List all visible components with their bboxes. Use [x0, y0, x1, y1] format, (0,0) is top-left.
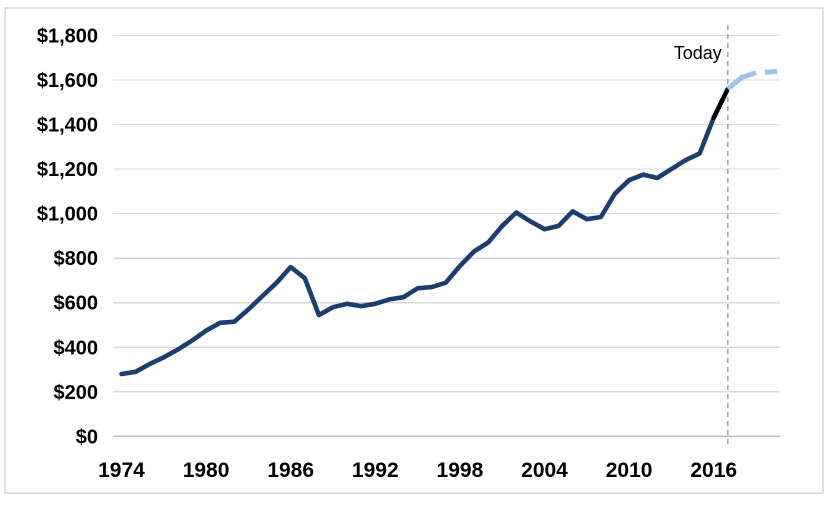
- x-tick-label: 2016: [690, 459, 737, 482]
- today-label: Today: [674, 43, 722, 63]
- x-tick-label: 2010: [606, 459, 653, 482]
- y-tick-label: $1,800: [37, 25, 98, 47]
- y-tick-label: $400: [54, 337, 99, 359]
- x-tick-label: 1992: [352, 459, 399, 482]
- y-tick-label: $800: [54, 248, 99, 270]
- series-projection: [726, 69, 778, 91]
- y-axis-labels: $0 $200 $400 $600 $800 $1,000 $1,200 $1,400 $1,6…: [37, 25, 98, 448]
- y-tick-label: $600: [54, 293, 99, 315]
- x-tick-label: 1998: [437, 459, 484, 482]
- series-latest-year: [711, 86, 731, 121]
- chart-frame: [4, 7, 824, 494]
- y-tick-label: $0: [76, 426, 98, 448]
- x-tick-label: 1980: [183, 459, 230, 482]
- x-tick-label: 2004: [521, 459, 568, 482]
- y-tick-label: $1,200: [37, 159, 98, 181]
- y-tick-label: $1,000: [37, 204, 98, 226]
- y-tick-label: $200: [54, 382, 99, 404]
- plot-gridlines: [113, 34, 780, 438]
- x-axis-labels: 1974 1980 1986 1992 1998 2004 2010 2016: [98, 459, 737, 482]
- y-tick-label: $1,400: [37, 115, 98, 137]
- y-tick-label: $1,600: [37, 70, 98, 92]
- x-tick-label: 1986: [267, 459, 314, 482]
- series-historical: [119, 115, 717, 377]
- x-tick-label: 1974: [98, 459, 145, 482]
